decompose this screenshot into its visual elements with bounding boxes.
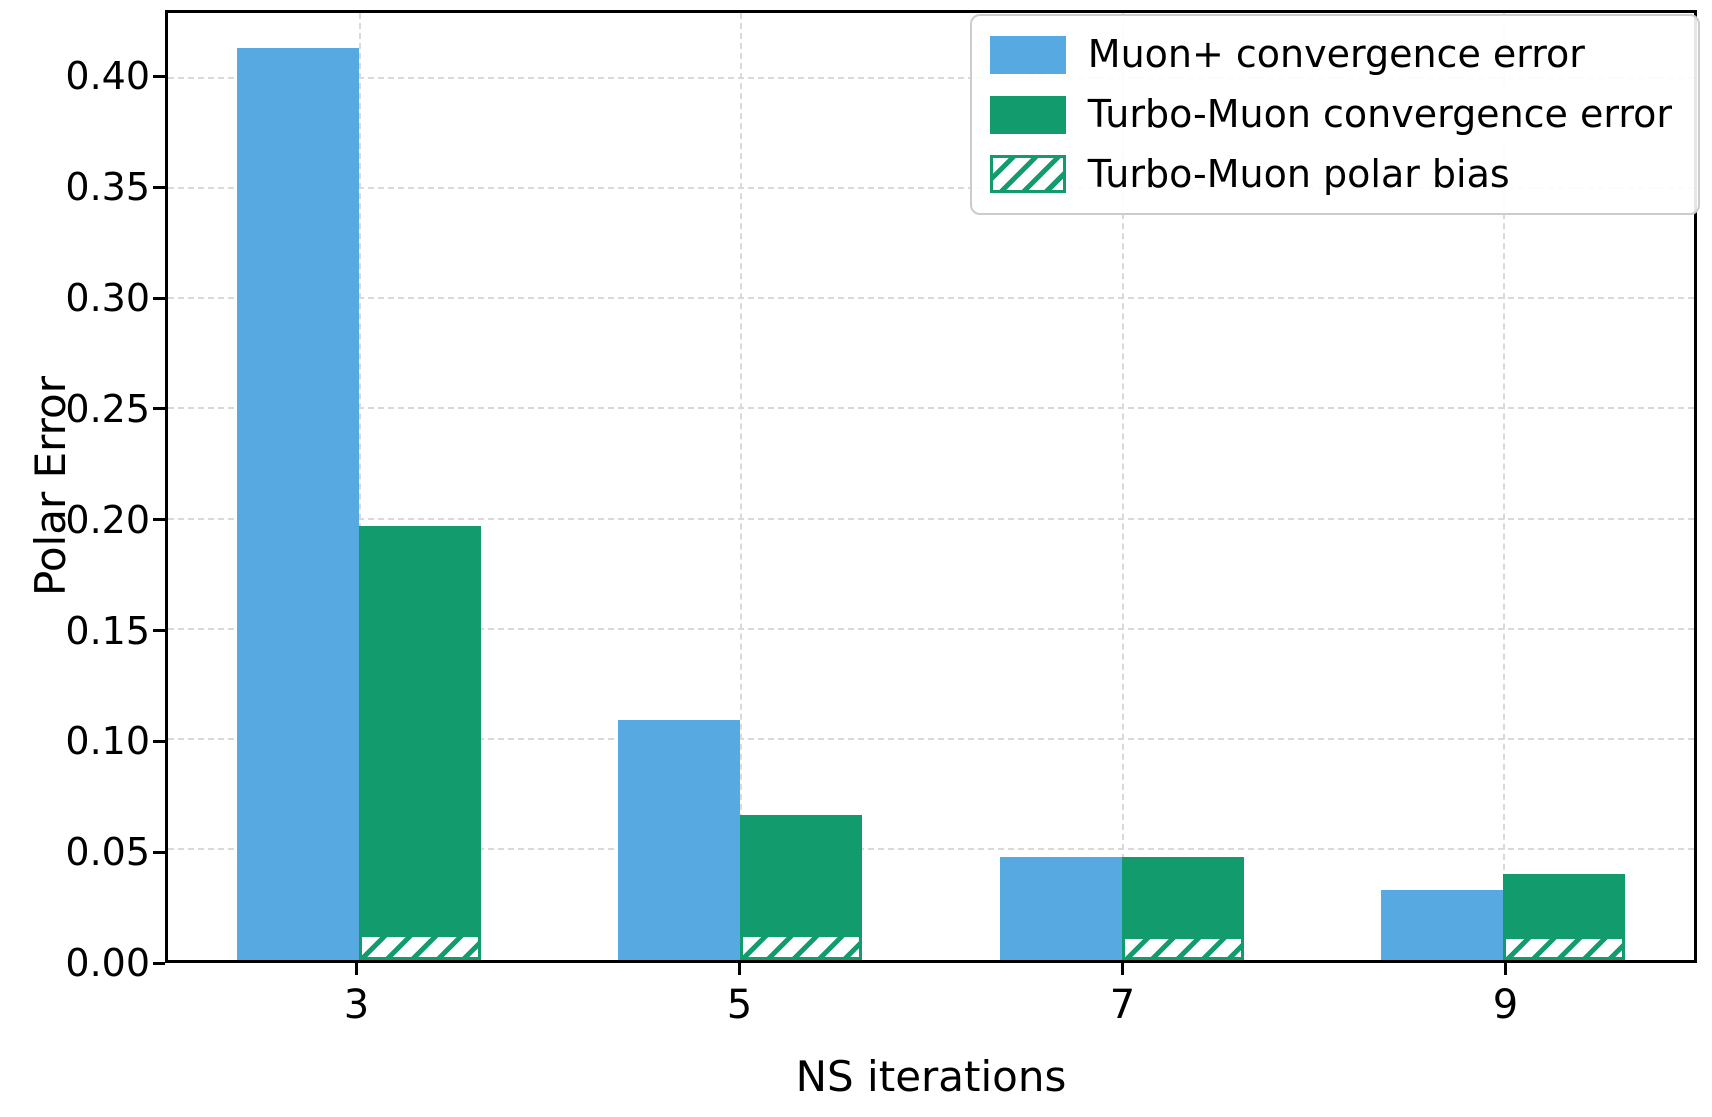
legend-item: Turbo-Muon convergence error [989, 91, 1672, 136]
y-tick-label: 0.05 [65, 830, 150, 875]
bar-polar-bias [1503, 935, 1626, 960]
x-tick-mark [738, 963, 741, 975]
gridline-horizontal [168, 737, 1694, 740]
gridline-horizontal [168, 517, 1694, 520]
gridline-horizontal [168, 407, 1694, 410]
x-tick-label: 3 [343, 982, 370, 1028]
gridline-vertical [358, 13, 361, 960]
legend-item: Muon+ convergence error [989, 32, 1672, 76]
legend-swatch [989, 35, 1066, 74]
x-axis-label: NS iterations [795, 1052, 1067, 1101]
legend-label: Turbo-Muon polar bias [1087, 151, 1510, 196]
x-tick-mark [1504, 963, 1507, 975]
legend-swatch [989, 95, 1066, 134]
y-tick-label: 0.20 [65, 497, 150, 542]
legend-label: Muon+ convergence error [1087, 32, 1585, 76]
bar-polar-bias [1121, 935, 1244, 960]
y-tick-mark [153, 74, 165, 78]
x-tick-mark [355, 963, 358, 975]
bar-muon-plus [999, 856, 1122, 960]
y-tick-label: 0.00 [65, 941, 150, 985]
y-tick-label: 0.10 [65, 719, 150, 764]
gridline-horizontal [168, 297, 1694, 300]
gridline-horizontal [168, 77, 1694, 80]
bar-muon-plus [618, 719, 741, 960]
bar-muon-plus [236, 48, 359, 960]
x-tick-label: 5 [726, 982, 753, 1028]
y-tick-mark [153, 296, 165, 300]
bar-polar-bias [740, 933, 863, 960]
y-tick-label: 0.35 [65, 165, 150, 210]
y-tick-mark [153, 407, 165, 411]
bar-muon-plus [1381, 889, 1504, 960]
gridline-horizontal [168, 627, 1694, 630]
x-tick-mark [1121, 963, 1124, 975]
y-tick-mark [153, 518, 165, 522]
y-tick-mark [153, 185, 165, 189]
legend-label: Turbo-Muon convergence error [1087, 91, 1672, 136]
y-tick-mark [153, 961, 165, 965]
legend-item: Turbo-Muon polar bias [989, 151, 1672, 196]
y-tick-label: 0.15 [65, 608, 150, 653]
y-tick-label: 0.30 [65, 276, 150, 321]
y-tick-label: 0.25 [65, 386, 150, 431]
gridline-vertical [1503, 13, 1506, 960]
y-tick-mark [153, 850, 165, 854]
x-tick-label: 7 [1109, 982, 1136, 1028]
y-tick-label: 0.40 [65, 54, 150, 99]
gridline-vertical [1121, 13, 1124, 960]
gridline-vertical [740, 13, 743, 960]
y-tick-mark [153, 739, 165, 743]
x-tick-label: 9 [1492, 982, 1519, 1028]
bar-polar-bias [358, 933, 481, 960]
gridline-horizontal [168, 187, 1694, 190]
y-tick-mark [153, 629, 165, 633]
legend-swatch-hatched [989, 155, 1066, 194]
bar-turbo-muon [358, 526, 481, 960]
gridline-horizontal [168, 847, 1694, 850]
chart-legend: Muon+ convergence error Turbo-Muon conver… [969, 14, 1700, 216]
